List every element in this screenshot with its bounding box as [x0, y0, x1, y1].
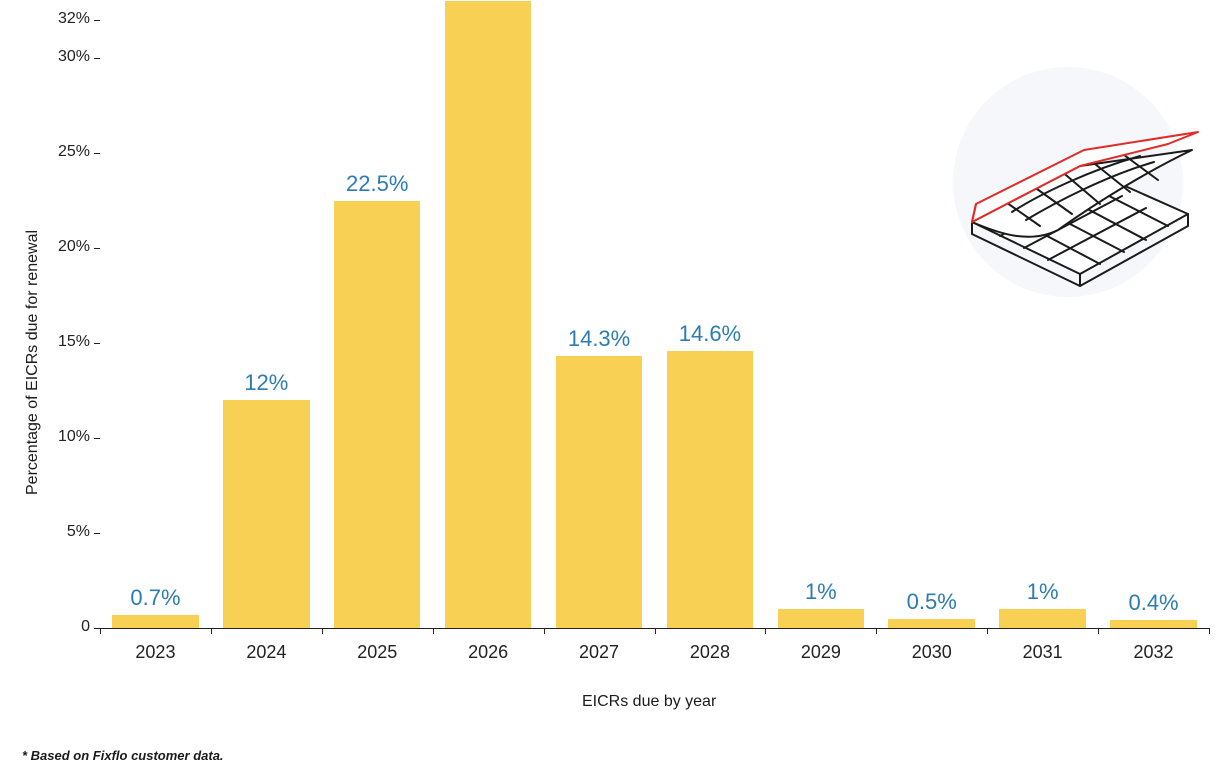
bar: [445, 1, 532, 628]
bar-value-label: 22.5%: [327, 171, 427, 197]
bar: [778, 609, 865, 628]
y-axis-label: Percentage of EICRs due for renewal: [24, 230, 42, 495]
bar: [667, 351, 754, 628]
x-tick-mark: [765, 628, 766, 634]
y-tick-mark: [94, 248, 100, 249]
bar-value-label: 14.6%: [660, 321, 760, 347]
bar: [223, 400, 310, 628]
bar-value-label: 0.4%: [1104, 590, 1204, 616]
y-tick-label: 25%: [58, 143, 90, 161]
y-tick-label: 32%: [58, 10, 90, 28]
bar: [1110, 620, 1197, 628]
y-tick-label: 0: [81, 618, 90, 636]
y-tick-mark: [94, 153, 100, 154]
bar-value-label: 0.5%: [882, 589, 982, 615]
bar-value-label: 1%: [993, 579, 1093, 605]
y-tick-label: 20%: [58, 238, 90, 256]
x-tick-label: 2031: [1003, 642, 1083, 663]
x-tick-mark: [100, 628, 101, 634]
x-tick-mark: [433, 628, 434, 634]
y-tick-mark: [94, 533, 100, 534]
x-tick-label: 2030: [892, 642, 972, 663]
y-tick-label: 15%: [58, 333, 90, 351]
x-tick-label: 2023: [115, 642, 195, 663]
x-tick-label: 2026: [448, 642, 528, 663]
y-tick-mark: [94, 343, 100, 344]
footnote-text: * Based on Fixflo customer data.: [22, 748, 224, 763]
bar: [112, 615, 199, 628]
x-tick-mark: [876, 628, 877, 634]
x-tick-label: 2028: [670, 642, 750, 663]
x-tick-label: 2025: [337, 642, 417, 663]
bar-value-label: 0.7%: [105, 585, 205, 611]
bar: [888, 619, 975, 629]
bar: [334, 201, 421, 629]
x-tick-mark: [1098, 628, 1099, 634]
y-tick-label: 30%: [58, 48, 90, 66]
y-tick-label: 5%: [67, 523, 90, 541]
x-tick-mark: [211, 628, 212, 634]
x-tick-label: 2024: [226, 642, 306, 663]
y-tick-label: 10%: [58, 428, 90, 446]
y-tick-mark: [94, 20, 100, 21]
x-tick-mark: [544, 628, 545, 634]
y-tick-mark: [94, 58, 100, 59]
bar-value-label: 12%: [216, 370, 316, 396]
x-axis-label: EICRs due by year: [582, 693, 716, 711]
bar-value-label: 14.3%: [549, 326, 649, 352]
chart-container: Percentage of EICRs due for renewal EICR…: [0, 0, 1232, 772]
x-tick-mark: [1209, 628, 1210, 634]
bar-value-label: 1%: [771, 579, 871, 605]
y-tick-mark: [94, 438, 100, 439]
x-tick-mark: [655, 628, 656, 634]
x-tick-mark: [322, 628, 323, 634]
x-tick-mark: [987, 628, 988, 634]
x-tick-label: 2029: [781, 642, 861, 663]
bar: [556, 356, 643, 628]
x-tick-label: 2027: [559, 642, 639, 663]
bar: [999, 609, 1086, 628]
x-tick-label: 2032: [1114, 642, 1194, 663]
calendar-icon: [940, 62, 1200, 302]
